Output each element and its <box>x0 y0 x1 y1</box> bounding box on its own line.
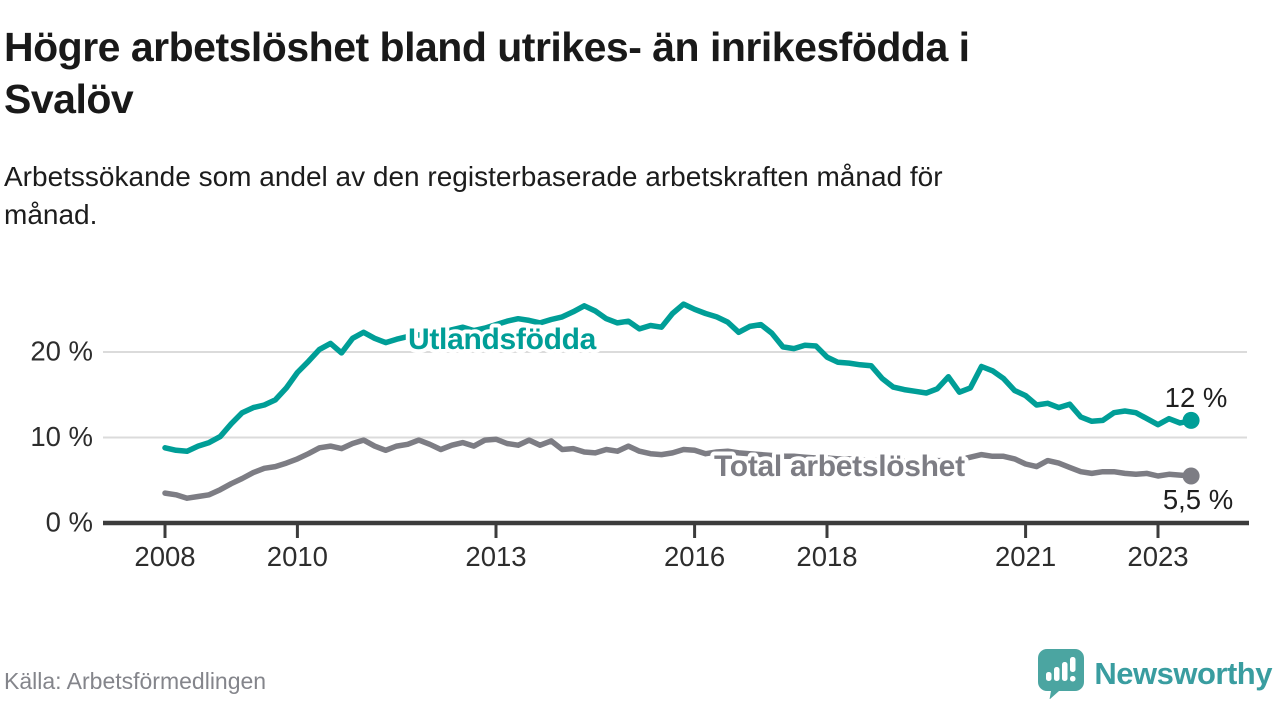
source-note: Källa: Arbetsförmedlingen <box>4 668 267 694</box>
chart-subtitle: Arbetssökande som andel av den registerb… <box>4 161 943 231</box>
x-tick-label: 2010 <box>267 541 328 572</box>
x-tick-label: 2008 <box>134 541 195 572</box>
y-tick-label: 20 % <box>30 335 93 366</box>
x-tick-label: 2021 <box>995 541 1056 572</box>
y-tick-label: 0 % <box>46 506 93 537</box>
chart-title: Högre arbetslöshet bland utrikes- än inr… <box>4 24 970 122</box>
series-end-dot <box>1182 411 1200 429</box>
x-tick-label: 2023 <box>1127 541 1188 572</box>
series-end-value-label: 5,5 % <box>1163 484 1233 515</box>
x-tick-label: 2016 <box>664 541 725 572</box>
y-tick-label: 10 % <box>30 421 93 452</box>
series-line-utlandsfodda <box>162 301 1194 454</box>
newsworthy-logo: Newsworthy <box>1038 648 1272 700</box>
series-label-total: Total arbetslöshet <box>714 450 965 483</box>
series-end-dot <box>1182 467 1200 485</box>
x-tick-label: 2013 <box>465 541 526 572</box>
newsworthy-bubble-chart-icon <box>1038 649 1085 699</box>
x-tick-label: 2018 <box>796 541 857 572</box>
series-end-value-label: 12 % <box>1165 382 1228 413</box>
newsworthy-logo-text: Newsworthy <box>1094 656 1272 691</box>
series-label-utlandsfodda: Utlandsfödda <box>408 323 597 356</box>
series-line-total <box>162 436 1194 501</box>
